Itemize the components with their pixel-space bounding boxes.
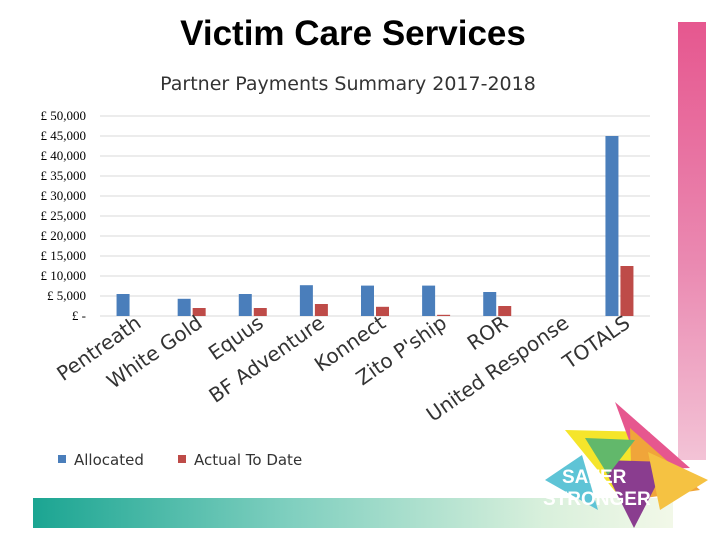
bar-actual: [498, 306, 512, 316]
y-tick-label: £ -: [72, 308, 86, 323]
bar-allocated: [238, 294, 252, 316]
y-tick-label: £ 25,000: [41, 208, 87, 223]
y-tick-label: £ 20,000: [41, 228, 87, 243]
page-title: Victim Care Services: [180, 14, 526, 53]
safer-stronger-logo: SAFER STRONGER: [543, 402, 708, 528]
x-tick-label: TOTALS: [557, 310, 634, 374]
y-tick-label: £ 30,000: [41, 188, 87, 203]
logo-text-stronger: STRONGER: [543, 489, 651, 510]
bar-allocated: [177, 298, 191, 316]
decorative-bottom-bar: [33, 498, 673, 528]
y-tick-label: £ 40,000: [41, 148, 87, 163]
legend-swatch: [58, 455, 66, 463]
bar-actual: [620, 266, 634, 316]
bar-allocated: [299, 285, 313, 316]
legend-label: Allocated: [74, 451, 144, 469]
y-tick-label: £ 35,000: [41, 168, 87, 183]
bar-allocated: [483, 292, 497, 316]
legend-swatch: [178, 455, 186, 463]
y-tick-label: £ 45,000: [41, 128, 87, 143]
bar-actual: [253, 308, 267, 316]
bar-actual: [314, 304, 328, 316]
decorative-side-bar: [678, 22, 706, 460]
bar-actual: [437, 314, 451, 316]
logo-text-safer: SAFER: [562, 467, 627, 488]
y-tick-label: £ 50,000: [41, 108, 87, 123]
bar-allocated: [116, 294, 130, 316]
bar-allocated: [605, 136, 619, 316]
chart: Partner Payments Summary 2017-2018 £ - £ 5…: [41, 73, 650, 469]
bar-allocated: [361, 285, 374, 316]
y-tick-label: £ 5,000: [47, 288, 86, 303]
y-tick-label: £ 15,000: [41, 248, 87, 263]
chart-title: Partner Payments Summary 2017-2018: [160, 73, 536, 95]
bar-actual: [376, 306, 389, 316]
bar-actual: [192, 308, 206, 316]
y-tick-label: £ 10,000: [41, 268, 87, 283]
legend-label: Actual To Date: [194, 451, 302, 469]
bar-allocated: [422, 285, 436, 316]
